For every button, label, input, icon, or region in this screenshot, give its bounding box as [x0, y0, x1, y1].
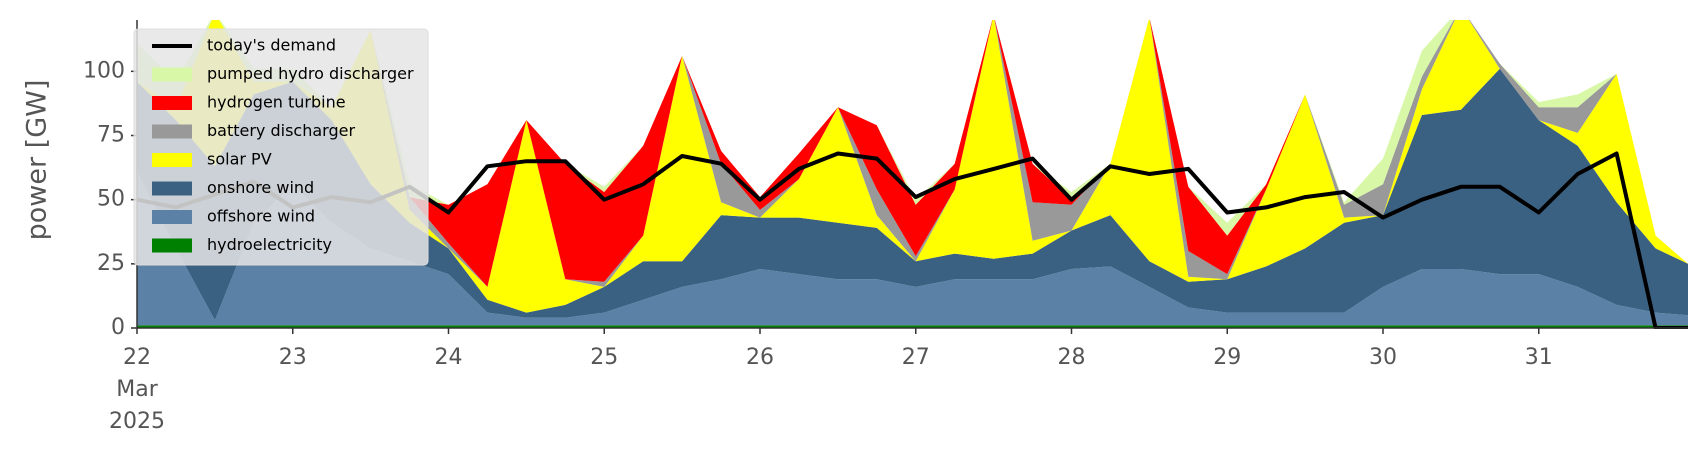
legend-label: hydroelectricity: [207, 235, 332, 254]
y-tick-label: 50: [97, 187, 125, 212]
y-tick-label: 100: [83, 58, 125, 83]
x-tick-label: 30: [1369, 345, 1397, 370]
x-tick-sublabel: Mar: [116, 377, 158, 402]
legend-swatch: [152, 96, 192, 110]
x-tick-label: 29: [1213, 345, 1241, 370]
legend-label: today's demand: [207, 36, 336, 55]
legend: today's demand pumped hydro discharger hyd…: [133, 28, 429, 266]
x-tick-label: 28: [1057, 345, 1085, 370]
legend-label: offshore wind: [207, 207, 315, 226]
area: [137, 20, 1688, 287]
x-tick-label: 26: [746, 345, 774, 370]
legend-label: solar PV: [207, 150, 272, 169]
legend-swatch: [152, 124, 192, 139]
area: [137, 20, 1688, 313]
x-tick-label: 23: [279, 345, 307, 370]
x-tick-label: 27: [902, 345, 930, 370]
legend-label: hydrogen turbine: [207, 93, 346, 112]
legend-swatch: [152, 181, 192, 196]
legend-box: [133, 28, 429, 266]
legend-swatch: [152, 153, 192, 167]
area: [137, 68, 1688, 321]
legend-swatch: [152, 67, 192, 82]
legend-label: pumped hydro discharger: [207, 64, 414, 83]
x-tick-label: 24: [434, 345, 462, 370]
legend-label: battery discharger: [207, 121, 355, 140]
legend-swatch: [152, 210, 192, 224]
y-axis-label: power [GW]: [22, 80, 53, 241]
legend-label: onshore wind: [207, 178, 314, 197]
x-tick-label: 22: [123, 345, 151, 370]
x-tick-label: 31: [1525, 345, 1553, 370]
y-tick-label: 0: [111, 315, 125, 340]
x-tick-label: 25: [590, 345, 618, 370]
legend-swatch: [152, 238, 192, 253]
x-tick-sublabel: 2025: [109, 409, 165, 434]
y-tick-label: 75: [97, 123, 125, 148]
y-tick-label: 25: [97, 251, 125, 276]
